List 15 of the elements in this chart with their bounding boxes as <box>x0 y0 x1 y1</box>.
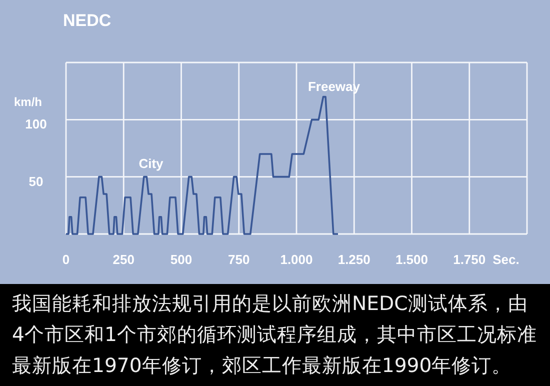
y-tick-label: 100 <box>25 116 47 132</box>
x-tick-label: 0 <box>62 252 70 267</box>
x-tick-label: 1.750 <box>453 252 486 267</box>
annotation: City <box>138 156 164 171</box>
text: 我国能耗和排放法规引用的是以前欧洲NEDC测试体系，由4个市区和1个市郊的循环测试程序组成，其中市区工况标准最新版在1970年修订，郊区工作最新版在1990年修订。 <box>12 291 538 379</box>
x-axis-title: Sec. <box>492 252 520 267</box>
x-tick-label: 500 <box>170 252 192 267</box>
y-axis-title: km/h <box>14 95 42 109</box>
x-tick-label: 1.500 <box>395 252 428 267</box>
x-tick-label: 1.000 <box>280 252 313 267</box>
chart-title: NEDC <box>63 11 112 30</box>
x-tick-label: 750 <box>228 252 250 267</box>
x-tick-label: 1.250 <box>338 252 370 267</box>
y-tick-label: 50 <box>28 174 44 189</box>
x-tick-label: 250 <box>112 252 134 267</box>
